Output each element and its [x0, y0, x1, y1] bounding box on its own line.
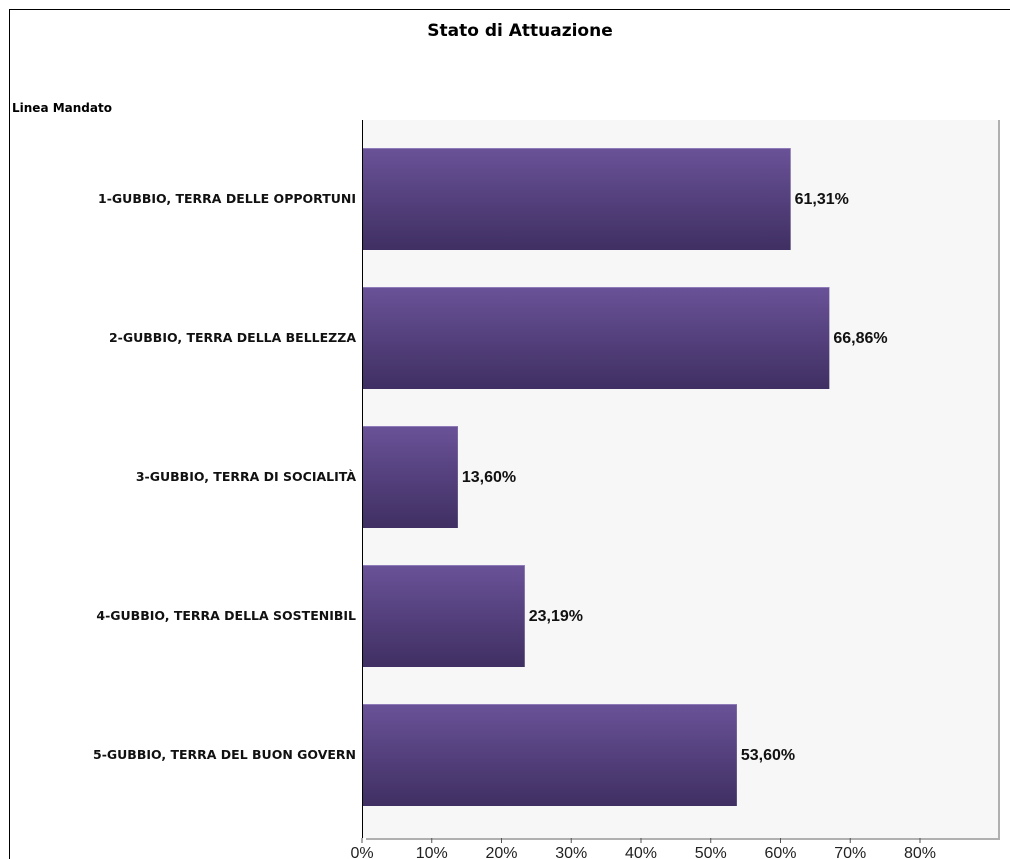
x-tick-label-10: 10% [416, 845, 448, 859]
bars-group [363, 148, 830, 806]
value-labels: 61,31% 66,86% 13,60% 23,19% 53,60% [462, 191, 888, 764]
y-axis-title: Linea Mandato [12, 101, 112, 115]
bar-1 [363, 148, 791, 250]
x-tick-label-80: 80% [904, 845, 936, 859]
bar-3 [363, 426, 458, 528]
x-tick-label-70: 70% [834, 845, 866, 859]
value-label-5: 53,60% [741, 747, 795, 764]
x-tick-label-50: 50% [695, 845, 727, 859]
x-axis-ticks: 0% 10% 20% 30% 40% 50% 60% 70% 80% [350, 838, 936, 859]
category-label-3: 3-GUBBIO, TERRA DI SOCIALITÀ [136, 469, 356, 484]
chart-title: Stato di Attuazione [427, 21, 613, 41]
category-labels: 1-GUBBIO, TERRA DELLE OPPORTUNI 2-GUBBIO,… [93, 191, 356, 762]
category-label-2: 2-GUBBIO, TERRA DELLA BELLEZZA [109, 330, 356, 345]
category-label-4: 4-GUBBIO, TERRA DELLA SOSTENIBIL [96, 608, 356, 623]
bar-4 [363, 565, 525, 667]
x-tick-label-60: 60% [764, 845, 796, 859]
x-tick-label-20: 20% [485, 845, 517, 859]
x-tick-label-30: 30% [555, 845, 587, 859]
value-label-2: 66,86% [833, 330, 887, 347]
x-tick-label-0: 0% [350, 845, 373, 859]
value-label-1: 61,31% [795, 191, 849, 208]
x-tick-label-40: 40% [625, 845, 657, 859]
category-label-5: 5-GUBBIO, TERRA DEL BUON GOVERN [93, 747, 356, 762]
category-label-1: 1-GUBBIO, TERRA DELLE OPPORTUNI [98, 191, 356, 206]
bar-2 [363, 287, 830, 389]
bar-5 [363, 704, 737, 806]
value-label-3: 13,60% [462, 469, 516, 486]
value-label-4: 23,19% [529, 608, 583, 625]
